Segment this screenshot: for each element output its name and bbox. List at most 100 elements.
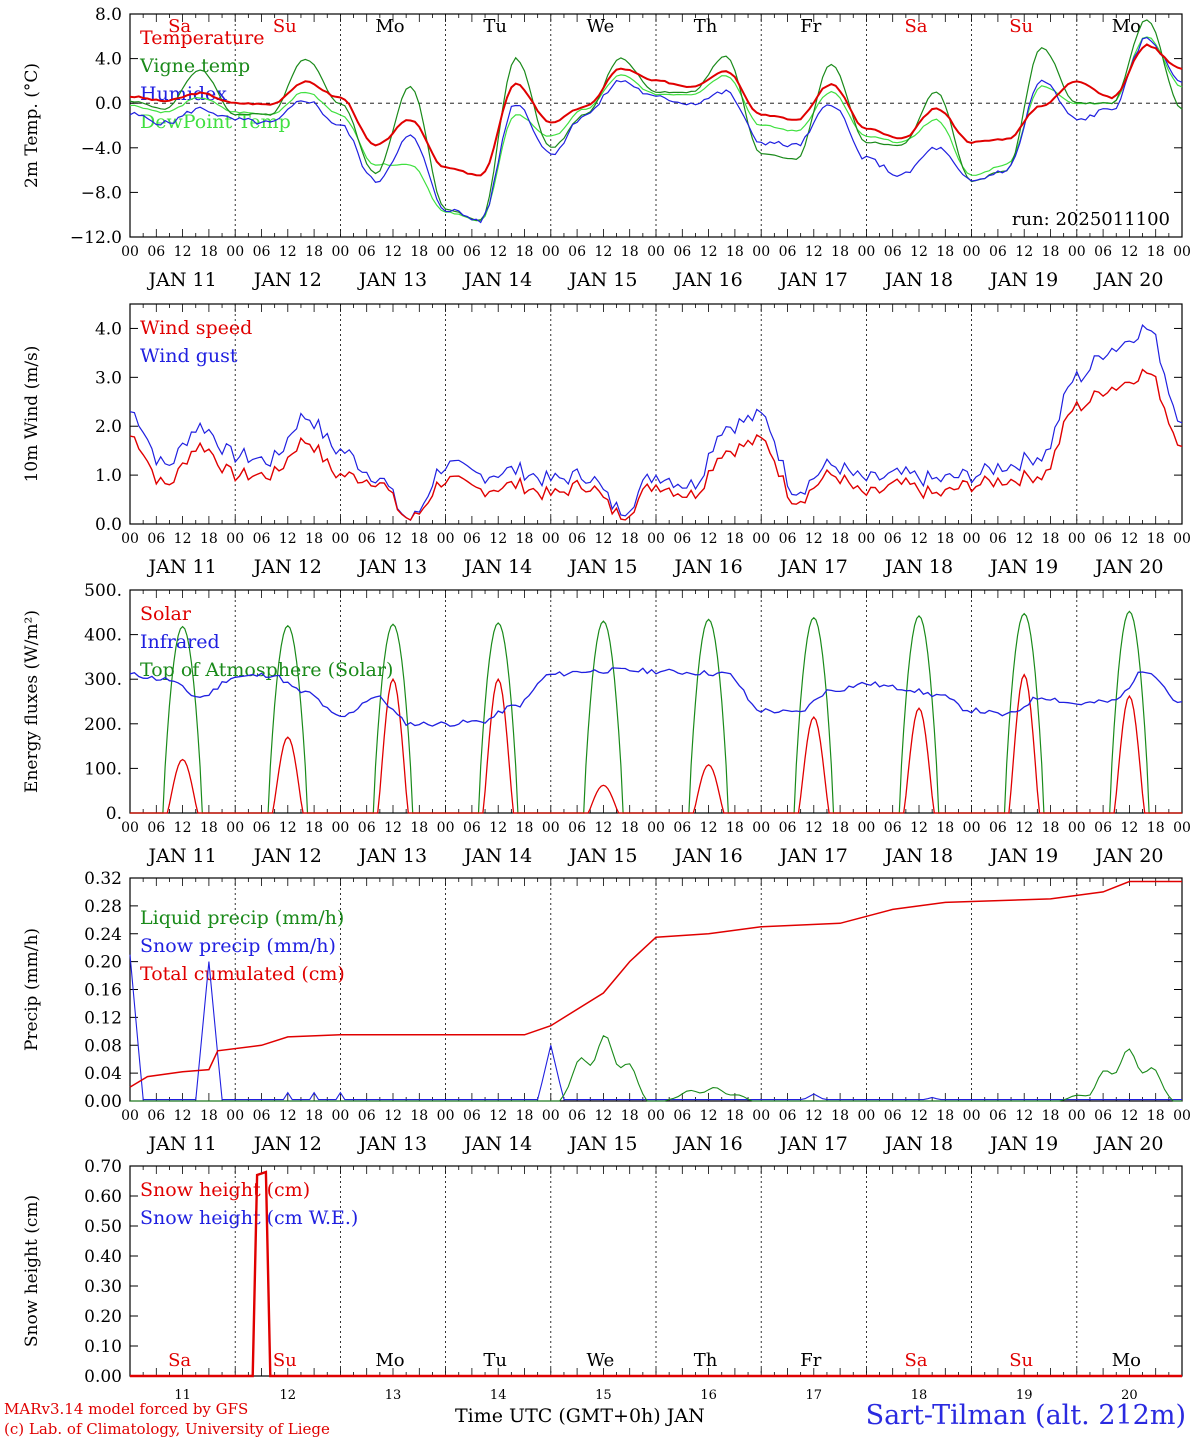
x-hour-label: 18 (1042, 820, 1060, 836)
x-hour-label: 00 (121, 531, 139, 547)
x-date-label: JAN 17 (778, 269, 848, 291)
x-date-label: JAN 17 (778, 556, 848, 578)
x-hour-label: 06 (673, 1108, 691, 1124)
x-hour-label: 18 (410, 244, 428, 260)
x-hour-label: 06 (884, 820, 902, 836)
x-hour-label: 18 (516, 1108, 534, 1124)
x-hour-label: 00 (1068, 820, 1086, 836)
x-hour-label: 06 (1094, 820, 1112, 836)
y-tick-label: 0.0 (95, 515, 122, 535)
x-hour-label: 12 (910, 1108, 928, 1124)
x-hour-label: 12 (1015, 244, 1033, 260)
x-hour-label: 12 (384, 820, 402, 836)
x-hour-label: 00 (963, 244, 981, 260)
weekday-label: Fr (800, 16, 821, 37)
x-hour-label: 06 (253, 1108, 271, 1124)
x-hour-label: 06 (358, 244, 376, 260)
x-date-label: JAN 11 (147, 845, 217, 867)
x-hour-label: 12 (279, 531, 297, 547)
model-credit: MARv3.14 model forced by GFS (4, 1400, 249, 1418)
x-hour-label: 00 (857, 820, 875, 836)
x-hour-label: 06 (568, 820, 586, 836)
weekday-label: Su (273, 1350, 297, 1371)
x-date-label: JAN 15 (567, 269, 637, 291)
legend-entry: Temperature (140, 27, 264, 49)
x-hour-label: 12 (1015, 531, 1033, 547)
x-day-number: 20 (1121, 1388, 1138, 1403)
x-date-label: JAN 11 (147, 556, 217, 578)
x-axis-title: Time UTC (GMT+0h) JAN (455, 1405, 705, 1427)
legend-entry: Vigne temp (139, 55, 250, 77)
weekday-label: We (587, 1350, 615, 1371)
x-hour-label: 18 (200, 531, 218, 547)
x-hour-label: 12 (910, 244, 928, 260)
series-liquid-precip (130, 1035, 1182, 1102)
legend-entry: Snow precip (mm/h) (140, 935, 336, 957)
y-tick-label: 0.08 (84, 1036, 122, 1056)
x-hour-label: 06 (253, 244, 271, 260)
weekday-label: Fr (800, 1350, 821, 1371)
y-tick-label: 8.0 (95, 5, 122, 25)
x-date-label: JAN 15 (567, 1133, 637, 1155)
x-hour-label: 18 (1042, 531, 1060, 547)
y-tick-label: 0.0 (95, 94, 122, 114)
x-hour-label: 00 (121, 820, 139, 836)
x-hour-label: 06 (147, 820, 165, 836)
x-hour-label: 06 (989, 1108, 1007, 1124)
x-hour-label: 00 (331, 1108, 349, 1124)
legend-entry: Snow height (cm W.E.) (140, 1207, 358, 1229)
x-hour-label: 18 (1147, 820, 1165, 836)
x-hour-label: 12 (279, 244, 297, 260)
x-hour-label: 06 (358, 1108, 376, 1124)
x-date-label: JAN 14 (462, 1133, 532, 1155)
x-date-label: JAN 19 (988, 1133, 1058, 1155)
x-hour-label: 18 (831, 244, 849, 260)
x-hour-label: 18 (621, 1108, 639, 1124)
x-hour-label: 12 (174, 1108, 192, 1124)
x-date-label: JAN 18 (883, 269, 953, 291)
series-temperature (129, 43, 1183, 177)
x-day-number: 18 (911, 1388, 928, 1403)
x-hour-label: 18 (305, 820, 323, 836)
legend-entry: Wind speed (140, 317, 252, 339)
x-hour-label: 18 (1147, 531, 1165, 547)
x-hour-label: 12 (489, 531, 507, 547)
x-date-label: JAN 20 (1093, 845, 1163, 867)
x-date-label: JAN 13 (357, 269, 427, 291)
x-hour-label: 06 (253, 820, 271, 836)
x-day-number: 19 (1016, 1388, 1033, 1403)
x-day-number: 11 (174, 1388, 191, 1403)
x-hour-label: 06 (673, 244, 691, 260)
x-date-label: JAN 19 (988, 556, 1058, 578)
weekday-label: Sa (904, 16, 927, 37)
x-hour-label: 18 (831, 1108, 849, 1124)
x-date-label: JAN 18 (883, 845, 953, 867)
x-hour-label: 12 (805, 1108, 823, 1124)
x-hour-label: 12 (700, 1108, 718, 1124)
weekday-label: Sa (168, 1350, 191, 1371)
x-hour-label: 00 (647, 1108, 665, 1124)
x-date-label: JAN 12 (252, 269, 322, 291)
x-hour-label: 00 (542, 531, 560, 547)
legend-entry: DewPoint Temp (140, 111, 291, 133)
x-hour-label: 18 (726, 820, 744, 836)
y-tick-label: 4.0 (95, 319, 122, 339)
x-hour-label: 06 (463, 1108, 481, 1124)
x-date-label: JAN 14 (462, 845, 532, 867)
legend-entry: Total cumulated (cm) (140, 963, 345, 985)
x-hour-label: 18 (200, 244, 218, 260)
x-hour-label: 18 (516, 820, 534, 836)
y-tick-label: 0.28 (84, 897, 122, 917)
x-hour-label: 12 (279, 820, 297, 836)
x-date-label: JAN 20 (1093, 556, 1163, 578)
x-hour-label: 18 (936, 820, 954, 836)
x-hour-label: 18 (831, 531, 849, 547)
x-hour-label: 06 (1094, 531, 1112, 547)
x-hour-label: 00 (857, 244, 875, 260)
x-hour-label: 18 (305, 244, 323, 260)
x-hour-label: 12 (594, 531, 612, 547)
y-axis-label: 10m Wind (m/s) (22, 346, 42, 483)
x-hour-label: 18 (726, 1108, 744, 1124)
x-hour-label: 00 (542, 1108, 560, 1124)
